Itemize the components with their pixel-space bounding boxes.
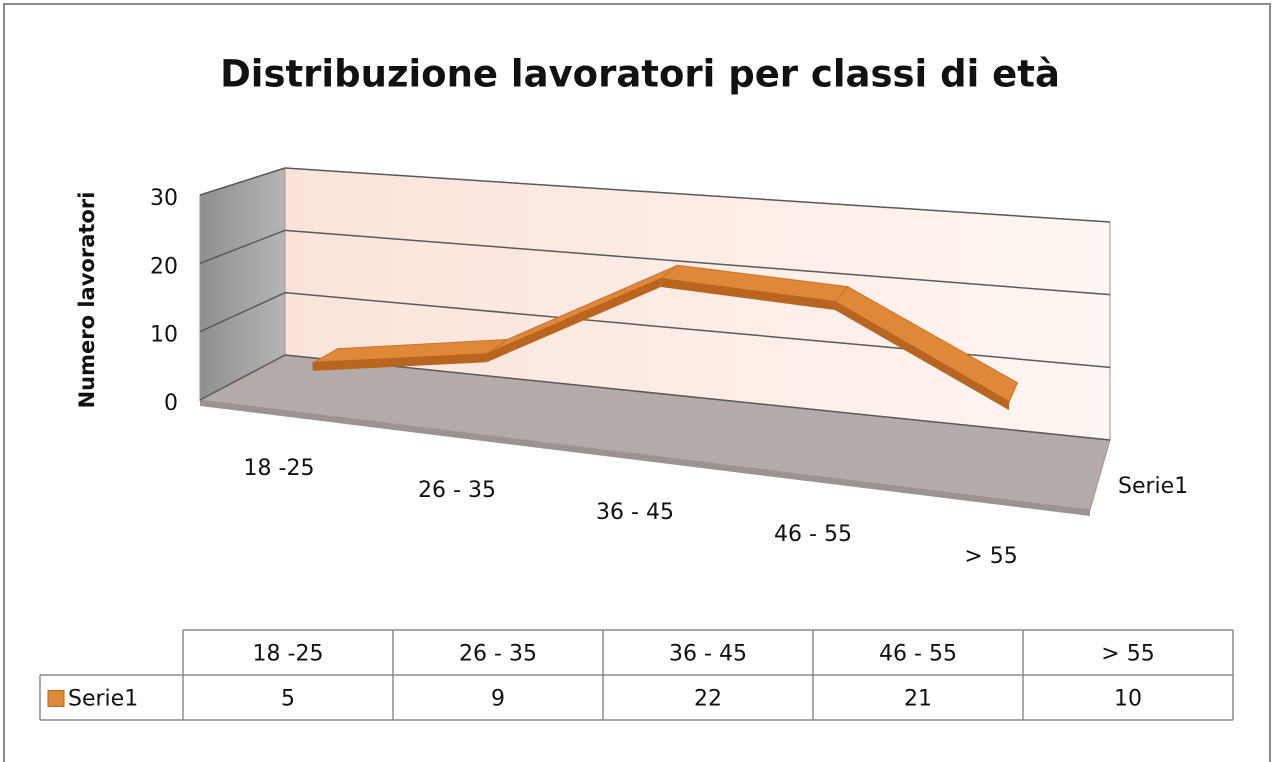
- x-tick-label: 46 - 55: [774, 522, 852, 547]
- grid-line: [199, 167, 286, 196]
- table-value: 21: [904, 687, 932, 712]
- ribbon-side: [486, 279, 661, 363]
- grid-line: [199, 354, 286, 401]
- grid-line: [284, 167, 1111, 223]
- x-tick-label: > 55: [964, 544, 1017, 569]
- data-table: 18 -25 26 - 35 36 - 45 46 - 55 > 55 Serie1 5 9 2…: [39, 629, 1234, 721]
- y-tick-label: 0: [164, 391, 178, 416]
- chart-title: Distribuzione lavoratori per classi di e…: [220, 53, 1060, 96]
- table-header: > 55: [1101, 642, 1154, 667]
- ribbon-side: [312, 354, 487, 371]
- grid-line: [284, 354, 1111, 441]
- x-tick-label: 18 -25: [244, 456, 315, 481]
- plot-area: 0 10 20 30 18 -25 26 - 35 36 - 45 46 - 55 > 55 Se…: [150, 167, 1188, 569]
- table-value: 10: [1114, 687, 1142, 712]
- x-tick-label: 36 - 45: [596, 500, 674, 525]
- table-value: 22: [694, 687, 722, 712]
- y-axis-label: Numero lavoratori: [75, 192, 99, 409]
- table-header: 26 - 35: [459, 642, 537, 667]
- line: [312, 277, 1010, 403]
- grid-line: [284, 229, 1111, 296]
- y-tick-label: 30: [150, 186, 178, 211]
- table-header: 18 -25: [253, 642, 324, 667]
- grid-line: [199, 291, 286, 333]
- legend-swatch: [47, 690, 65, 707]
- x-tick-label: 26 - 35: [418, 478, 496, 503]
- table-value: 5: [281, 687, 295, 712]
- depth-label: Serie1: [1118, 474, 1188, 499]
- table-header: 46 - 55: [879, 642, 957, 667]
- grid-line: [199, 229, 286, 265]
- ribbon-side: [660, 279, 835, 310]
- grid-line: [284, 291, 1111, 369]
- table-header: 36 - 45: [669, 642, 747, 667]
- legend-label: Serie1: [68, 687, 138, 712]
- floor-edge: [200, 400, 1090, 516]
- ribbon-side: [834, 302, 1009, 411]
- y-tick-label: 10: [150, 323, 178, 348]
- table-value: 9: [491, 687, 505, 712]
- y-tick-label: 20: [150, 254, 178, 279]
